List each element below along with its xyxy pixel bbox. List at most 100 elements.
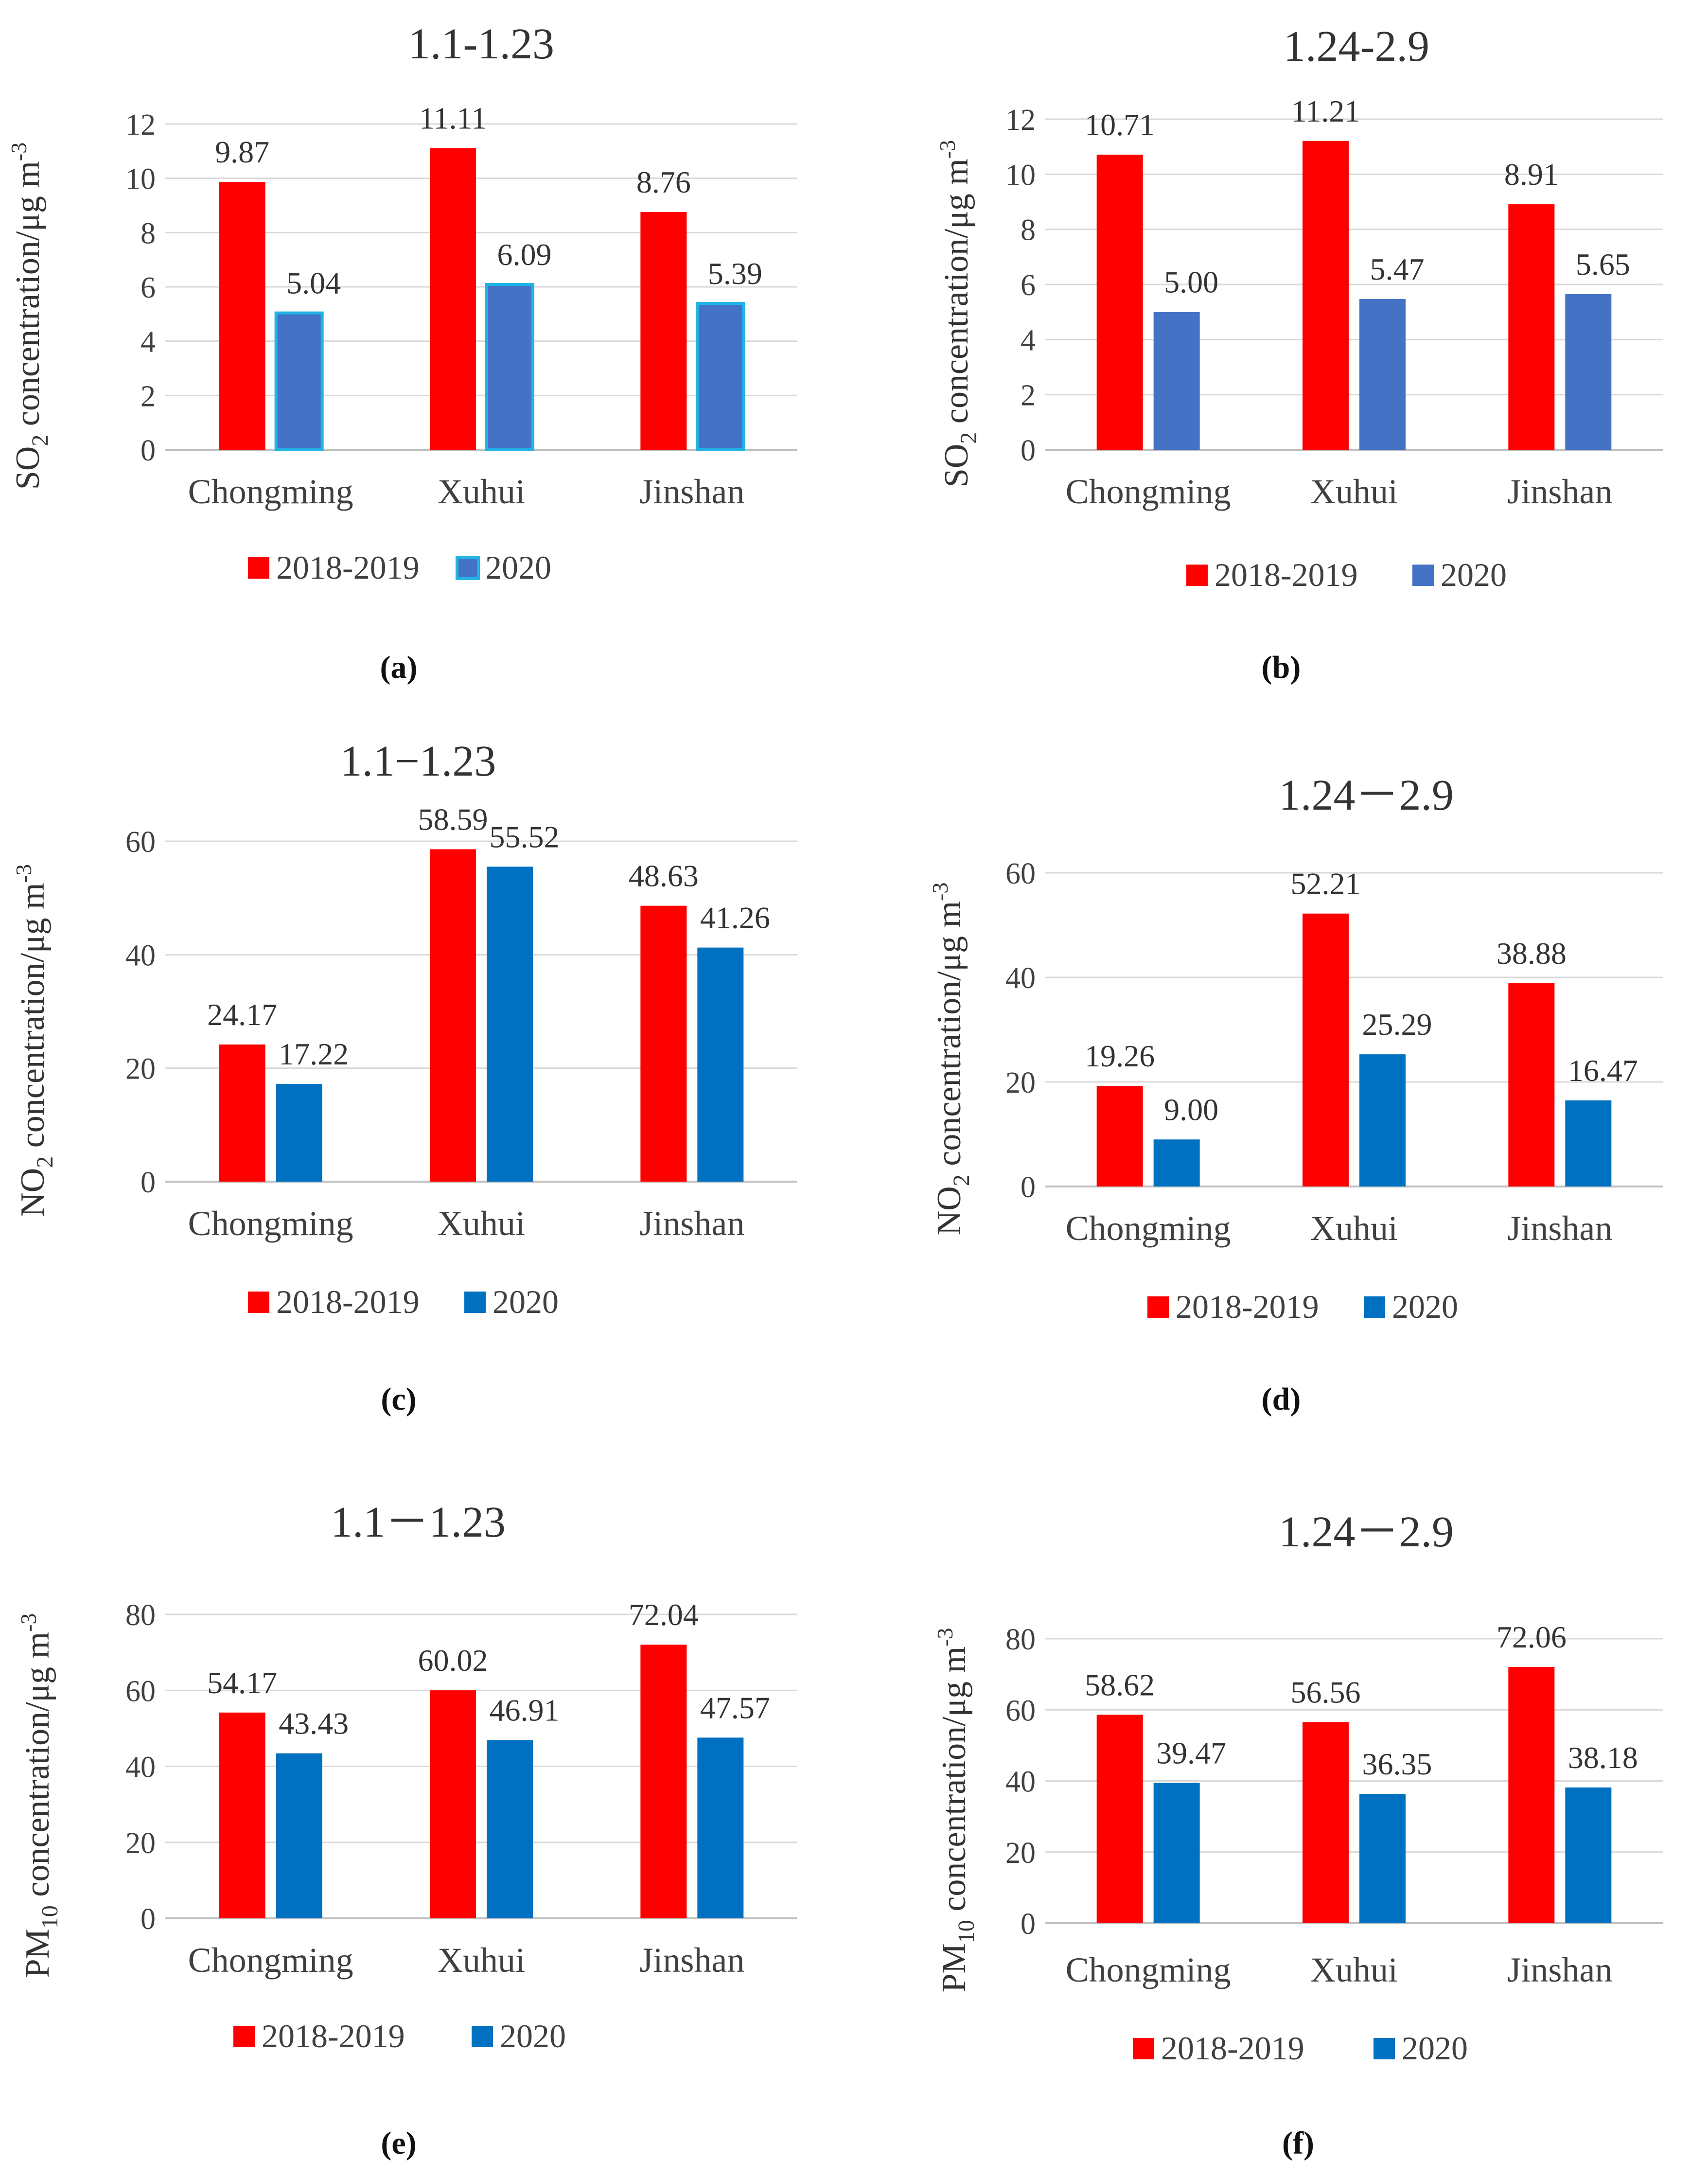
y-tick-label: 20 <box>1005 1066 1036 1099</box>
y-axis-label-subscript: 10 <box>953 1920 979 1943</box>
x-category-label: Xuhui <box>1310 472 1398 511</box>
legend-label: 2018-2019 <box>262 2018 405 2054</box>
y-tick-label: 60 <box>1005 857 1036 890</box>
bar-2018-2019-xuhui <box>1303 913 1349 1186</box>
y-tick-label: 10 <box>125 163 156 196</box>
bar-2020-xuhui <box>1359 1794 1406 1923</box>
y-axis-label-subscript: 2 <box>27 435 53 446</box>
y-axis-label-main: SO <box>938 444 975 487</box>
legend-swatch-2020 <box>1412 565 1434 586</box>
y-tick-label: 60 <box>125 826 156 859</box>
data-label: 8.91 <box>1504 157 1559 192</box>
caption-d: (d) <box>1261 1381 1301 1417</box>
x-category-label: Xuhui <box>1310 1209 1398 1248</box>
data-label: 38.88 <box>1497 936 1567 971</box>
x-category-label: Jinshan <box>1507 1209 1612 1248</box>
y-tick-label: 40 <box>125 939 156 972</box>
y-tick-label: 2 <box>1021 379 1036 412</box>
y-tick-label: 6 <box>1021 269 1036 302</box>
bar-2018-2019-chongming <box>219 1045 265 1182</box>
bar-2018-2019-xuhui <box>1303 141 1349 450</box>
data-label: 24.17 <box>207 997 277 1032</box>
y-axis-label-subscript: 2 <box>949 1174 974 1186</box>
y-tick-label: 12 <box>1005 104 1036 137</box>
chart-title: 1.24－2.9 <box>1279 1508 1454 1556</box>
legend-label: 2020 <box>493 1283 559 1320</box>
y-axis-label-superscript: -3 <box>928 883 952 901</box>
data-label: 11.11 <box>419 101 487 136</box>
data-label: 25.29 <box>1362 1007 1432 1042</box>
bar-2018-2019-xuhui <box>1303 1722 1349 1923</box>
data-label: 52.21 <box>1291 867 1361 901</box>
y-axis-label: PM10 concentration/μg m-3 <box>16 1613 63 1978</box>
x-category-label: Xuhui <box>438 472 525 511</box>
chart-title: 1.1−1.23 <box>340 737 496 785</box>
bar-2018-2019-chongming <box>219 1712 265 1918</box>
y-axis-label-subscript: 2 <box>32 1156 58 1168</box>
caption-e: (e) <box>381 2125 417 2161</box>
bar-2020-jinshan <box>697 947 744 1182</box>
legend-swatch-2018-2019 <box>1147 1296 1169 1318</box>
data-label: 38.18 <box>1568 1740 1638 1775</box>
legend-swatch-2018-2019 <box>233 2026 255 2047</box>
data-label: 5.47 <box>1370 252 1425 286</box>
caption-a: (a) <box>380 650 418 685</box>
bar-2018-2019-jinshan <box>640 905 687 1182</box>
data-label: 8.76 <box>636 165 691 199</box>
bar-2018-2019-xuhui <box>430 1690 476 1918</box>
y-tick-label: 40 <box>1005 1766 1036 1799</box>
y-tick-label: 8 <box>141 217 156 250</box>
bar-2018-2019-jinshan <box>640 212 687 450</box>
y-tick-label: 80 <box>125 1599 156 1632</box>
bar-2020-xuhui <box>1359 299 1406 450</box>
y-axis-label: SO2 concentration/μg m-3 <box>6 142 53 490</box>
x-category-label: Xuhui <box>438 1941 525 1980</box>
legend-swatch-2018-2019 <box>1186 565 1208 586</box>
legend-swatch-2020 <box>456 556 480 580</box>
data-label: 54.17 <box>207 1665 277 1700</box>
bar-2018-2019-xuhui <box>430 849 476 1182</box>
legend-swatch-2018-2019 <box>248 557 269 579</box>
legend-label: 2018-2019 <box>276 549 420 586</box>
data-label: 5.00 <box>1164 265 1218 300</box>
x-category-label: Chongming <box>1066 1950 1231 1989</box>
bar-2018-2019-jinshan <box>1508 983 1555 1186</box>
y-axis-label: PM10 concentration/μg m-3 <box>933 1628 979 1993</box>
bar-2020-jinshan <box>697 1737 744 1918</box>
bar-2020-xuhui <box>1359 1054 1406 1186</box>
data-label: 39.47 <box>1156 1735 1226 1770</box>
bar-2020-xuhui <box>485 283 534 451</box>
y-axis-label-rest: concentration/μg m <box>938 159 975 432</box>
data-label: 41.26 <box>700 901 770 935</box>
y-tick-label: 0 <box>141 434 156 467</box>
x-category-label: Jinshan <box>639 1941 744 1980</box>
x-category-label: Xuhui <box>1310 1950 1398 1989</box>
y-axis-label-main: NO <box>931 1186 968 1235</box>
y-axis-label-rest: concentration/μg m <box>19 1632 56 1905</box>
legend-label: 2018-2019 <box>1176 1288 1319 1325</box>
chart-title: 1.24-2.9 <box>1284 22 1429 71</box>
bar-2020-jinshan <box>1565 1100 1612 1186</box>
caption-f: (f) <box>1282 2125 1314 2161</box>
y-tick-label: 0 <box>141 1166 156 1199</box>
y-axis-label-rest: concentration/μg m <box>9 161 47 434</box>
y-tick-label: 20 <box>125 1053 156 1086</box>
data-label: 9.00 <box>1164 1092 1218 1127</box>
y-axis-label-subscript: 2 <box>956 432 982 444</box>
x-category-label: Chongming <box>1066 1209 1231 1248</box>
legend-label: 2018-2019 <box>1161 2030 1304 2067</box>
y-axis-label-rest: concentration/μg m <box>935 1647 973 1920</box>
y-tick-label: 4 <box>141 326 156 359</box>
y-axis-label-superscript: -3 <box>933 1628 957 1647</box>
y-tick-label: 60 <box>1005 1694 1036 1727</box>
y-axis-label-main: PM <box>19 1929 56 1978</box>
y-axis-label-main: PM <box>935 1943 973 1992</box>
y-axis-label: SO2 concentration/μg m-3 <box>935 140 982 487</box>
data-label: 58.59 <box>418 802 488 836</box>
data-label: 10.71 <box>1085 107 1155 142</box>
bar-2020-chongming <box>274 311 324 451</box>
bar-2018-2019-jinshan <box>1508 1667 1555 1923</box>
